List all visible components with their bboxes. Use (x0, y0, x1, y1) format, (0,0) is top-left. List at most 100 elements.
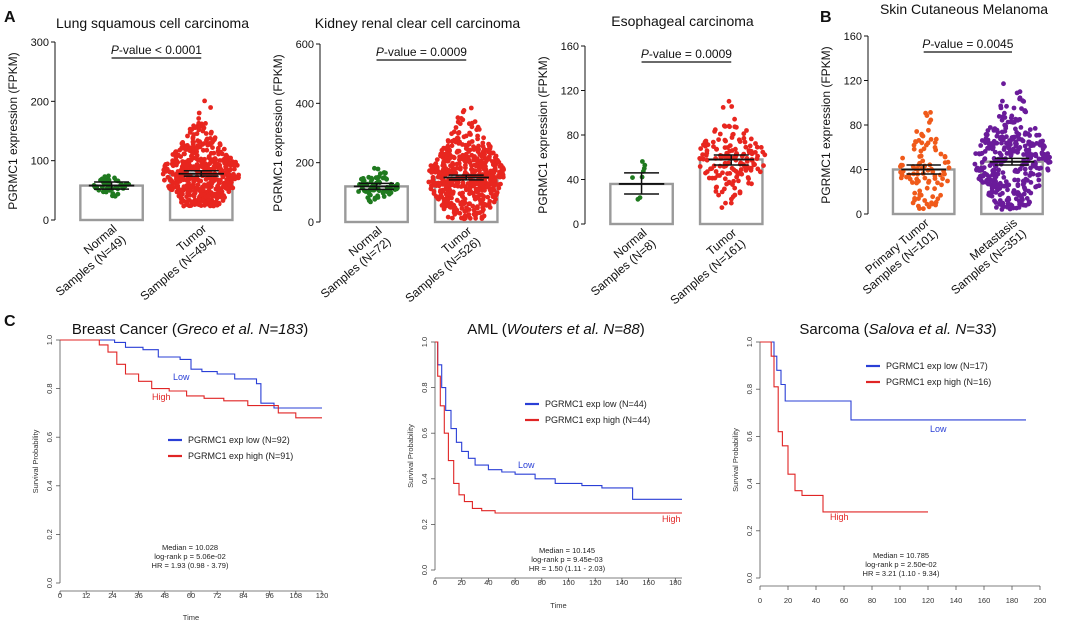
data-point (202, 182, 207, 188)
data-point (365, 195, 371, 201)
data-point (917, 192, 923, 198)
data-point (995, 171, 1001, 177)
data-point (195, 182, 201, 188)
data-point (697, 156, 703, 162)
data-point (973, 151, 979, 157)
data-point (487, 205, 493, 210)
x-tick-label: 80 (538, 578, 546, 587)
data-point (992, 175, 998, 181)
data-point (450, 215, 455, 221)
data-point (441, 159, 447, 165)
data-point (945, 178, 950, 184)
data-point (481, 166, 487, 172)
x-tick-label: 140 (950, 596, 963, 605)
data-point (1015, 117, 1021, 123)
data-point (757, 169, 763, 175)
data-point (720, 105, 726, 110)
data-point (372, 165, 377, 171)
chart-title-part: Sarcoma ( (799, 321, 868, 338)
chart-title-part: Salova et al. N=33 (869, 321, 993, 338)
x-tick-label: 0 (758, 596, 762, 605)
data-point (754, 156, 760, 162)
data-point (920, 133, 926, 139)
curve-label-low: Low (173, 372, 190, 382)
data-point (202, 200, 208, 206)
data-point (161, 167, 167, 173)
data-point (457, 139, 462, 145)
stats-line: log-rank p = 9.45e-03 (531, 555, 603, 564)
data-point (177, 189, 183, 195)
data-point (432, 180, 438, 186)
data-point (201, 141, 207, 147)
data-point (998, 136, 1003, 142)
data-point (997, 198, 1003, 203)
y-tick-label: 200 (296, 158, 314, 170)
data-point (431, 189, 437, 194)
curve-label-high: High (830, 512, 849, 522)
data-point (1014, 149, 1020, 154)
data-point (232, 166, 237, 172)
data-point (1023, 171, 1028, 176)
x-tick-label: 36 (134, 591, 142, 600)
data-point (207, 161, 213, 167)
data-point (754, 144, 760, 150)
data-point (1008, 142, 1013, 148)
p-value-italic: P (922, 37, 930, 51)
data-point (501, 167, 506, 173)
data-point (1041, 154, 1047, 160)
data-point (914, 180, 919, 186)
data-point (741, 135, 747, 141)
data-point (703, 153, 709, 158)
category-label: MetastasisSamples (N=351) (939, 216, 1029, 298)
data-point (445, 214, 451, 220)
data-point (484, 184, 490, 190)
data-point (487, 144, 492, 150)
data-point (226, 171, 232, 177)
data-point (215, 193, 221, 199)
data-point (196, 158, 201, 163)
data-point (110, 191, 116, 196)
legend-entry: PGRMC1 exp high (N=91) (188, 451, 293, 461)
data-point (230, 185, 236, 191)
data-point (713, 189, 719, 194)
data-point (493, 192, 498, 198)
y-tick-label: 1.0 (420, 337, 429, 347)
data-point (435, 174, 441, 180)
y-tick-label: 400 (296, 98, 314, 110)
data-point (917, 188, 923, 194)
y-tick-label: 80 (850, 120, 862, 132)
data-point (1004, 204, 1010, 210)
data-point (1002, 110, 1007, 116)
data-point (463, 162, 468, 168)
data-point (898, 175, 904, 181)
data-point (212, 135, 218, 141)
data-point (451, 129, 457, 135)
data-point (460, 194, 466, 200)
y-tick-label: 160 (844, 31, 862, 43)
data-point (381, 194, 387, 199)
data-point (924, 201, 930, 207)
category-label: TumorSamples (N=161) (658, 226, 748, 308)
data-point (747, 143, 753, 149)
data-point (449, 143, 455, 149)
data-point (434, 157, 440, 163)
data-point (1023, 147, 1029, 153)
data-point (1028, 165, 1033, 171)
data-point (994, 205, 999, 210)
data-point (197, 200, 202, 206)
x-tick-label: 40 (484, 578, 492, 587)
data-point (928, 110, 933, 115)
data-point (203, 161, 208, 167)
data-point (640, 159, 645, 164)
data-point (443, 169, 449, 175)
data-point (436, 180, 441, 186)
data-point (722, 137, 728, 143)
data-point (106, 173, 111, 179)
data-point (942, 171, 947, 177)
x-tick-label: 24 (108, 591, 116, 600)
data-point (162, 177, 167, 183)
data-point (470, 203, 476, 209)
data-point (979, 160, 985, 165)
data-point (490, 169, 496, 175)
data-point (991, 138, 997, 144)
